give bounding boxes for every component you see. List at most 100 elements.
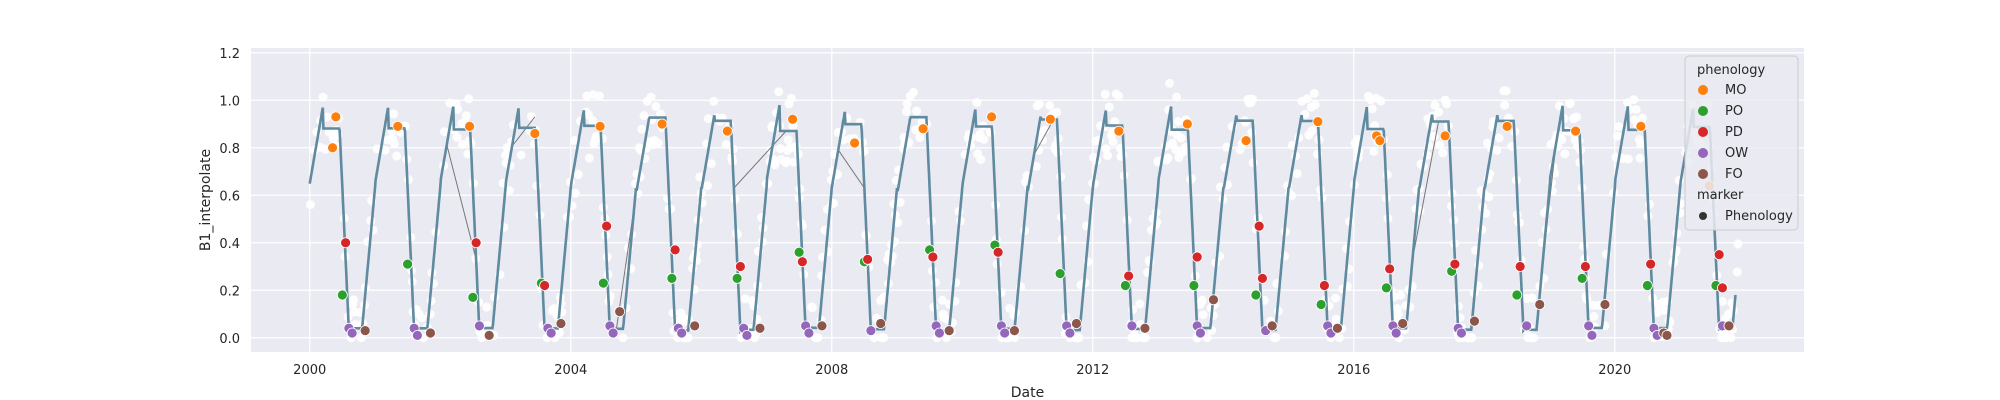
- raw-point: [663, 193, 673, 203]
- legend-label-pd: PD: [1725, 125, 1743, 140]
- raw-point: [1287, 191, 1297, 201]
- raw-point: [1636, 139, 1646, 149]
- raw-point: [703, 114, 713, 124]
- x-tick-label: 2008: [815, 363, 848, 378]
- raw-point: [1376, 96, 1386, 106]
- raw-point: [1302, 94, 1312, 104]
- legend-label-fo: FO: [1725, 167, 1743, 182]
- raw-point: [908, 87, 918, 97]
- phenology-point-pd: [1384, 263, 1396, 275]
- raw-point: [775, 144, 785, 154]
- phenology-point-ow: [1456, 327, 1467, 339]
- phenology-point-fo: [689, 320, 701, 332]
- raw-point: [1197, 295, 1207, 305]
- raw-point: [1659, 305, 1669, 315]
- phenology-point-fo: [1266, 320, 1278, 332]
- raw-point: [618, 333, 628, 343]
- raw-point: [1135, 299, 1145, 309]
- phenology-point-pd: [1717, 282, 1728, 294]
- phenology-point-po: [666, 272, 678, 284]
- phenology-point-pd: [1645, 258, 1657, 270]
- phenology-point-fo: [1534, 299, 1546, 310]
- raw-point: [1031, 161, 1041, 171]
- raw-point: [1733, 239, 1743, 249]
- y-axis-title: B1_interpolate: [198, 149, 214, 251]
- raw-point: [1560, 149, 1570, 159]
- raw-point: [709, 96, 719, 106]
- raw-point: [1035, 99, 1045, 109]
- phenology-point-mo: [464, 120, 475, 132]
- legend-marker-fo: [1698, 169, 1708, 179]
- raw-point: [1438, 148, 1448, 158]
- legend-marker-mo: [1698, 85, 1708, 95]
- raw-point: [1726, 333, 1736, 343]
- raw-point: [1629, 95, 1639, 105]
- phenology-point-mo: [529, 128, 541, 139]
- phenology-point-ow: [1521, 320, 1533, 332]
- raw-point: [1248, 158, 1258, 168]
- raw-point: [594, 91, 604, 101]
- raw-point: [1103, 151, 1113, 161]
- raw-point: [453, 104, 463, 114]
- phenology-point-po: [336, 289, 348, 301]
- phenology-point-ow: [1583, 320, 1595, 332]
- x-tick-label: 2016: [1337, 363, 1370, 378]
- phenology-point-mo: [1570, 125, 1582, 137]
- phenology-point-mo: [1635, 120, 1647, 132]
- raw-point: [1429, 132, 1439, 142]
- phenology-point-fo: [1009, 325, 1020, 337]
- phenology-point-mo: [594, 120, 606, 132]
- raw-point: [1247, 127, 1257, 137]
- gap-line: [837, 149, 865, 189]
- raw-point: [703, 181, 713, 191]
- raw-point: [1732, 267, 1742, 277]
- raw-point: [789, 157, 799, 167]
- raw-point: [1484, 192, 1494, 202]
- raw-point: [937, 295, 947, 305]
- raw-point: [656, 109, 666, 119]
- raw-point: [584, 153, 594, 163]
- raw-point: [1557, 135, 1567, 145]
- phenology-point-po: [793, 246, 805, 258]
- phenology-point-po: [1380, 282, 1392, 294]
- gap-line: [733, 130, 787, 189]
- phenology-point-mo: [1439, 130, 1451, 142]
- raw-point: [1331, 314, 1341, 324]
- gap-line: [1033, 119, 1055, 155]
- phenology-point-fo: [1661, 329, 1673, 341]
- raw-point: [452, 132, 462, 142]
- phenology-point-ow: [803, 327, 815, 339]
- raw-point: [1637, 113, 1647, 123]
- phenology-point-fo: [555, 318, 567, 329]
- phenology-point-mo: [787, 113, 798, 125]
- phenology-point-mo: [1181, 118, 1193, 130]
- y-tick-label: 0.4: [219, 237, 240, 252]
- raw-point: [1100, 89, 1110, 99]
- phenology-point-ow: [1195, 327, 1206, 339]
- raw-point: [1565, 98, 1575, 108]
- phenology-point-po: [1315, 299, 1327, 310]
- raw-point: [783, 135, 793, 145]
- raw-point: [774, 87, 784, 97]
- raw-point: [646, 92, 656, 102]
- raw-point: [1500, 100, 1510, 110]
- phenology-point-ow: [1064, 327, 1076, 339]
- raw-point: [457, 139, 467, 149]
- x-tick-label: 2012: [1076, 363, 1109, 378]
- phenology-point-ow: [741, 329, 753, 341]
- raw-point: [912, 106, 922, 116]
- raw-point: [529, 139, 539, 149]
- phenology-point-po: [1119, 280, 1131, 291]
- legend-marker-ow: [1698, 148, 1708, 158]
- raw-point: [1330, 293, 1340, 303]
- raw-point: [893, 218, 903, 228]
- raw-point: [549, 304, 559, 314]
- raw-point: [504, 186, 514, 196]
- phenology-point-pd: [1253, 220, 1265, 232]
- raw-point: [1435, 140, 1445, 150]
- raw-point: [1173, 116, 1183, 126]
- phenology-point-pd: [734, 261, 746, 272]
- phenology-point-po: [1054, 268, 1066, 280]
- raw-point: [1074, 333, 1084, 343]
- phenology-point-ow: [1586, 329, 1598, 341]
